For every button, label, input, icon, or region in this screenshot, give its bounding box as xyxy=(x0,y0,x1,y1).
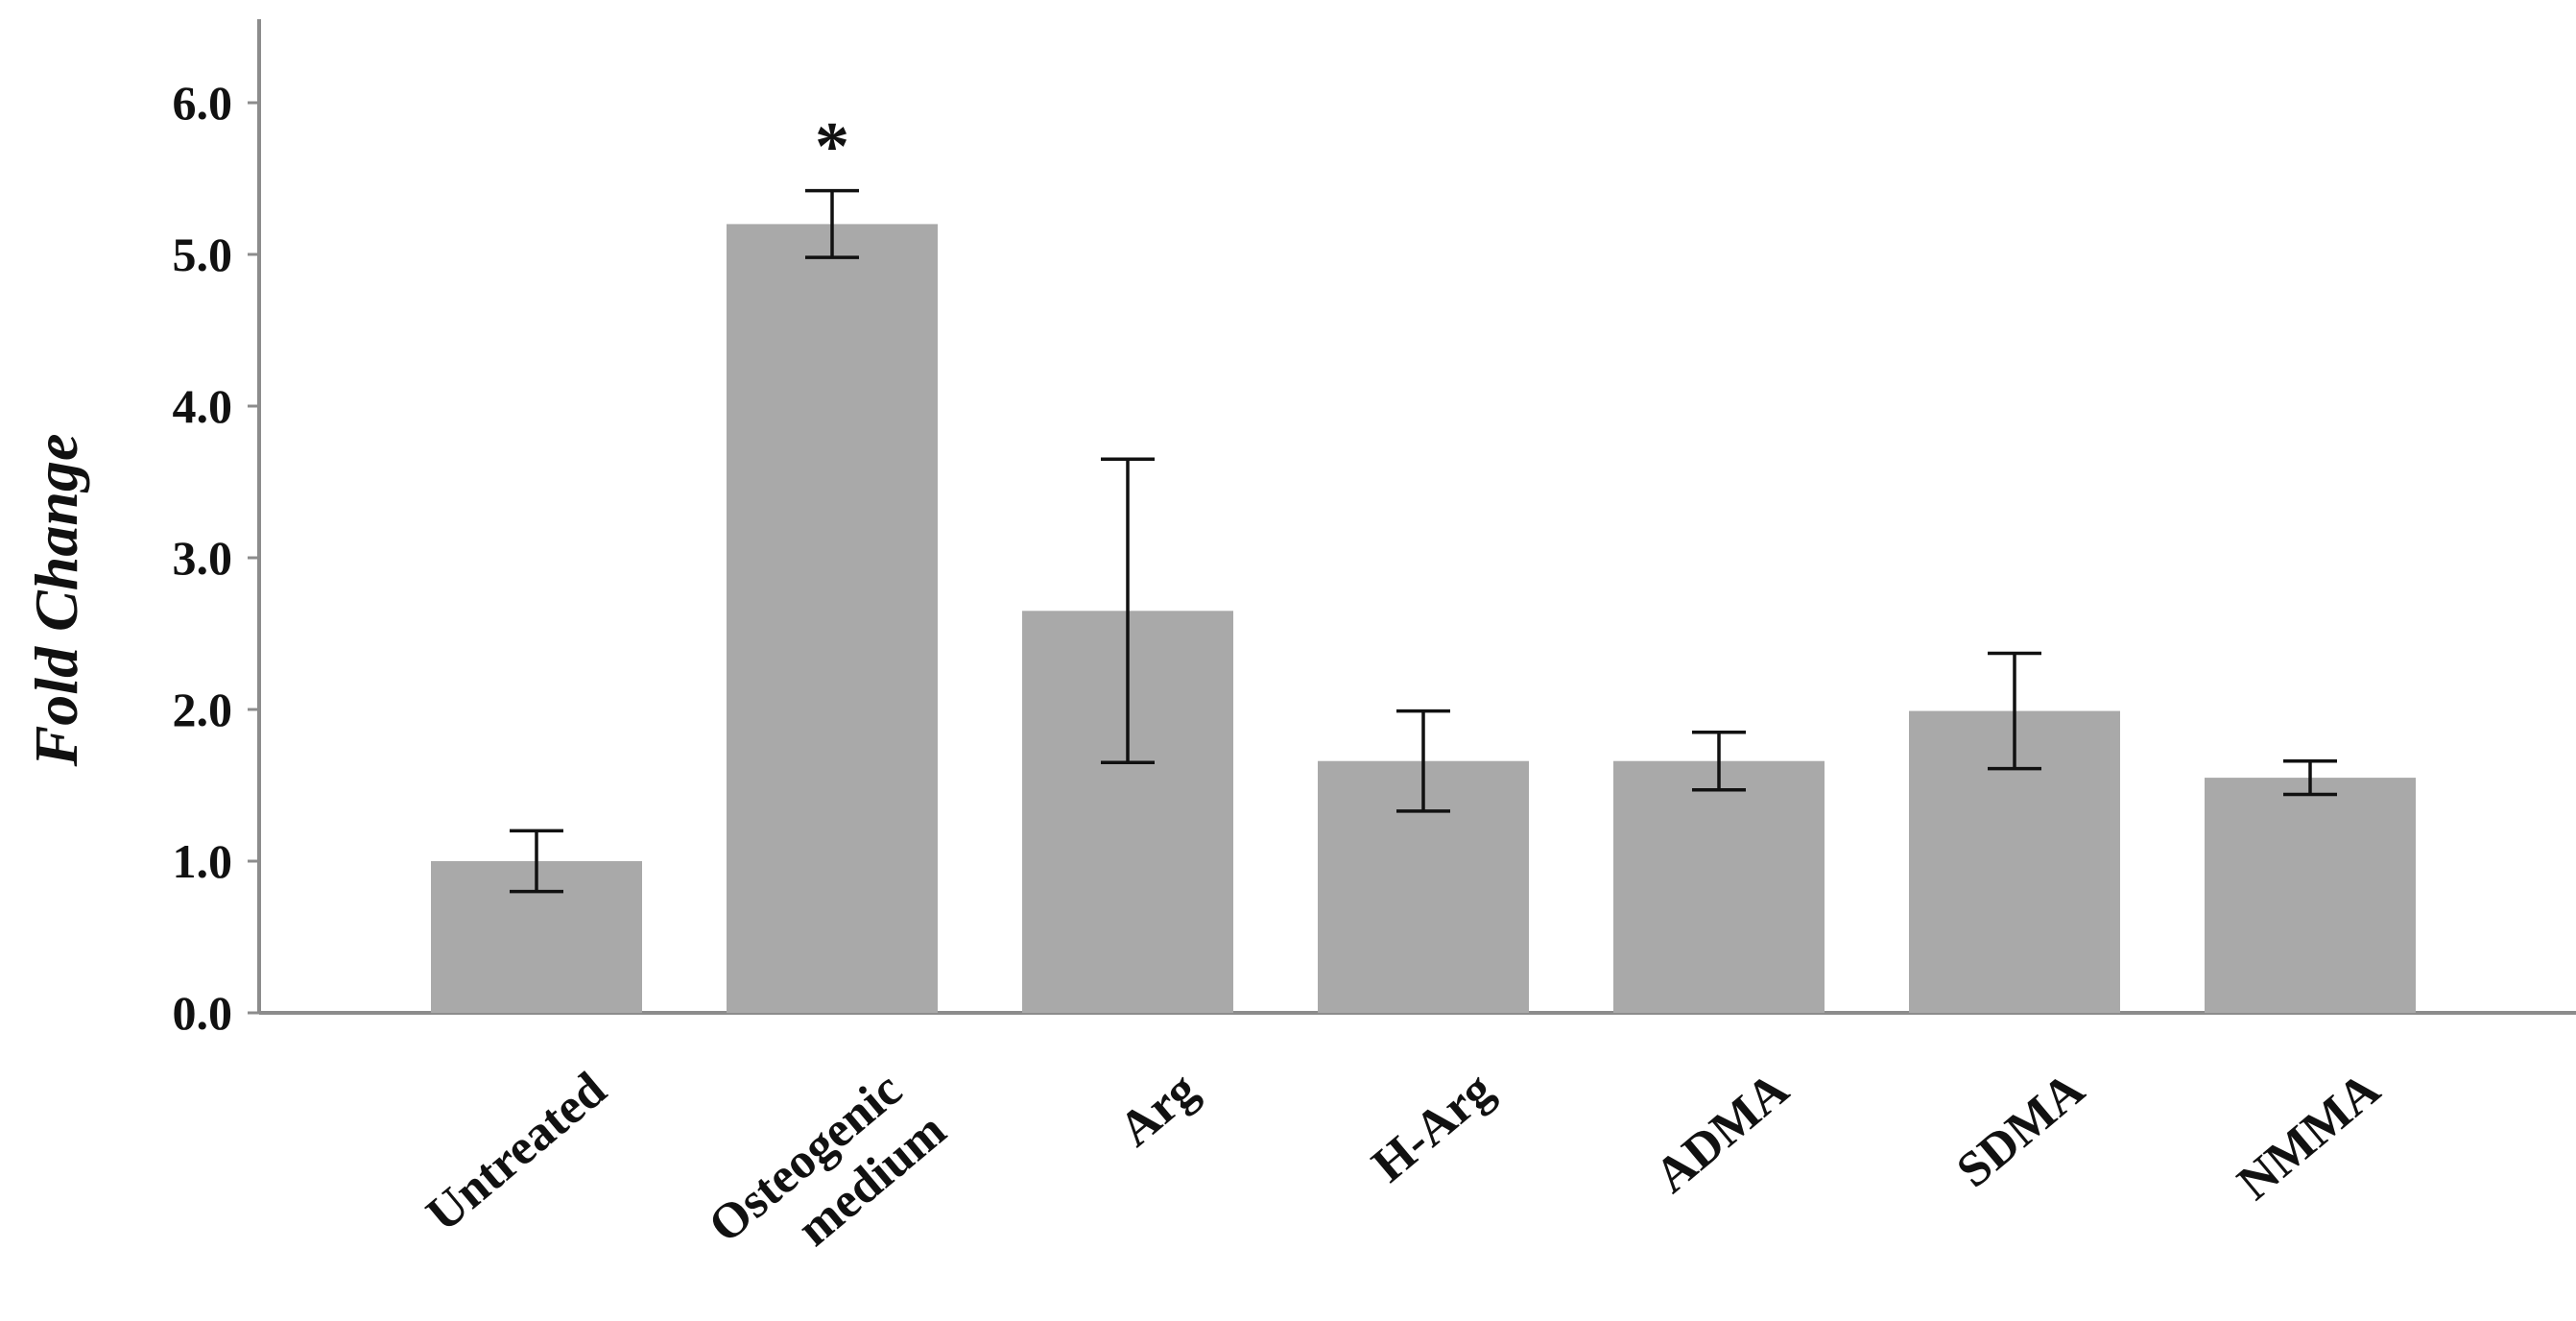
y-tick-label: 2.0 xyxy=(173,683,233,736)
x-category-label: Untreated xyxy=(417,1062,617,1242)
x-category-label-group: ADMA xyxy=(1645,1062,1800,1204)
bar xyxy=(2205,778,2416,1013)
bar xyxy=(727,224,938,1013)
y-tick-label: 4.0 xyxy=(173,379,233,433)
y-tick-label: 3.0 xyxy=(173,531,233,585)
bar xyxy=(1613,760,1825,1013)
x-category-label-group: NMMA xyxy=(2228,1062,2391,1211)
y-axis-title: Fold Change xyxy=(22,434,90,768)
x-category-label: H-Arg xyxy=(1362,1062,1503,1192)
x-category-label: SDMA xyxy=(1946,1062,2094,1198)
x-category-label-group: SDMA xyxy=(1946,1062,2094,1198)
significance-asterisk: * xyxy=(815,108,849,185)
y-tick-label: 5.0 xyxy=(173,228,233,281)
x-category-label: NMMA xyxy=(2228,1062,2391,1211)
x-category-label: ADMA xyxy=(1645,1062,1800,1204)
y-axis-title-group: Fold Change xyxy=(22,434,90,768)
x-category-label-group: Untreated xyxy=(417,1062,617,1242)
x-category-label: Arg xyxy=(1109,1062,1207,1157)
x-category-label-group: Arg xyxy=(1109,1062,1207,1157)
y-tick-label: 1.0 xyxy=(173,834,233,888)
y-tick-label: 0.0 xyxy=(173,986,233,1040)
y-tick-label: 6.0 xyxy=(173,76,233,130)
plot-area: 0.0 1.0 2.0 3.0 4.0 5.0 6.0 Untreated Osteogenic… xyxy=(173,19,2576,1257)
x-category-label-group: H-Arg xyxy=(1362,1062,1503,1192)
